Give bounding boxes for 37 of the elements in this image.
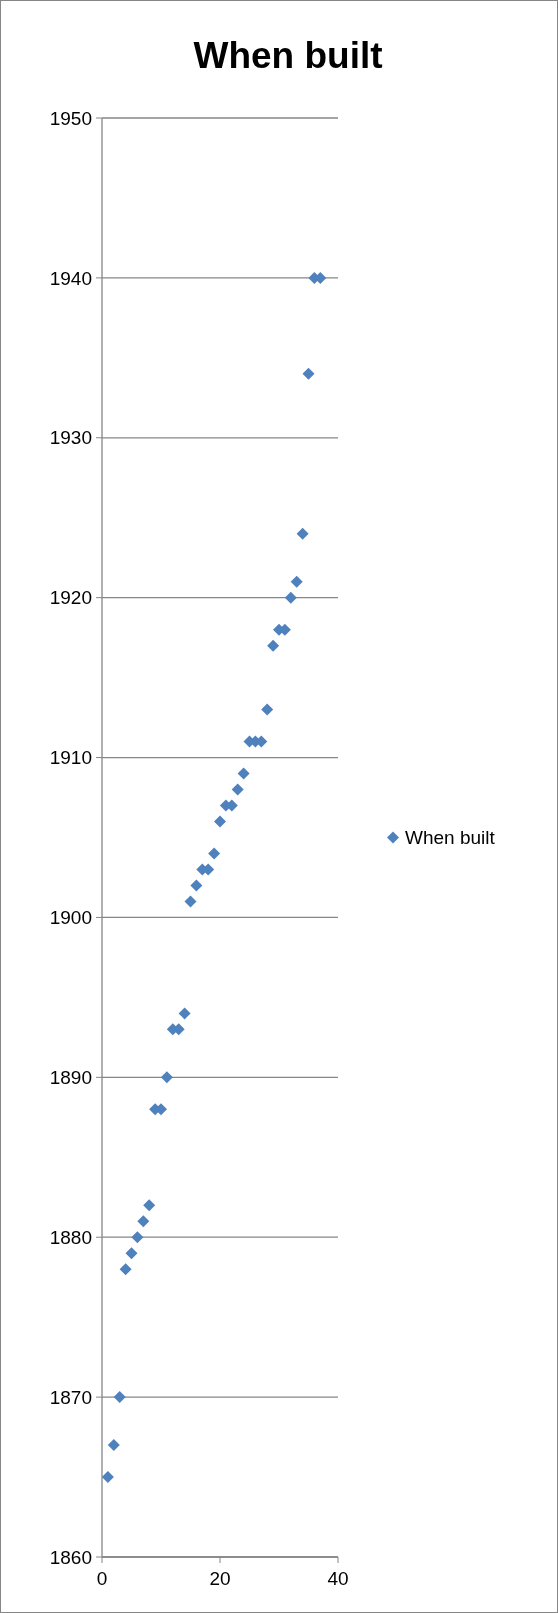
point	[184, 895, 197, 908]
point	[143, 1199, 156, 1212]
point	[101, 1471, 114, 1484]
y-tick-label: 1860	[49, 1546, 92, 1568]
point	[261, 703, 274, 716]
point	[214, 815, 226, 828]
point	[125, 1247, 138, 1260]
y-tick-label: 1950	[49, 107, 92, 129]
point	[267, 639, 280, 652]
y-tick-label: 1870	[49, 1386, 92, 1408]
point	[160, 1071, 173, 1084]
x-tick-label: 40	[327, 1568, 349, 1589]
y-tick-label: 1900	[49, 907, 92, 929]
point	[131, 1231, 144, 1244]
point	[290, 575, 303, 588]
point	[231, 783, 244, 796]
y-tick-label: 1890	[49, 1066, 92, 1088]
x-tick-label: 0	[96, 1568, 108, 1589]
point	[208, 847, 221, 860]
point	[302, 367, 315, 380]
chart-title: When built	[193, 35, 383, 76]
point	[284, 591, 297, 604]
legend-label: When built	[405, 827, 496, 849]
point	[178, 1007, 191, 1020]
point	[119, 1263, 132, 1276]
point	[113, 1391, 126, 1404]
point	[296, 527, 309, 540]
y-tick-label: 1910	[49, 747, 92, 769]
point	[107, 1439, 120, 1452]
y-tick-label: 1880	[49, 1226, 92, 1248]
point	[137, 1215, 150, 1228]
y-tick-label: 1920	[49, 587, 92, 609]
y-tick-label: 1930	[49, 427, 92, 449]
point	[237, 767, 250, 780]
x-tick-label: 20	[209, 1568, 231, 1589]
point	[190, 879, 203, 892]
y-tick-label: 1940	[49, 267, 92, 289]
